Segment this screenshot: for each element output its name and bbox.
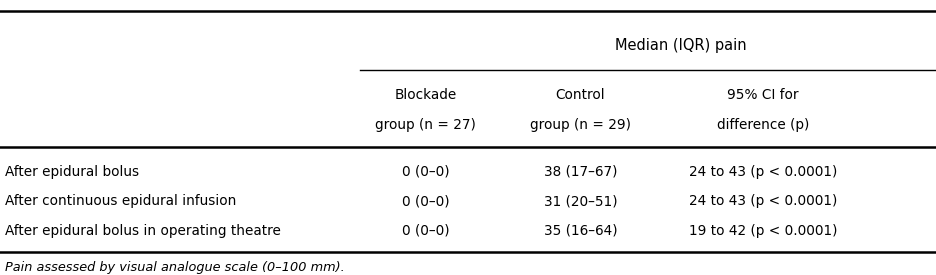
Text: 38 (17–67): 38 (17–67) (544, 165, 617, 179)
Text: Control: Control (555, 88, 606, 102)
Text: 19 to 42 (p < 0.0001): 19 to 42 (p < 0.0001) (689, 224, 837, 238)
Text: Blockade: Blockade (395, 88, 457, 102)
Text: 31 (20–51): 31 (20–51) (544, 194, 617, 208)
Text: Median (IQR) pain: Median (IQR) pain (615, 38, 747, 53)
Text: 0 (0–0): 0 (0–0) (402, 224, 449, 238)
Text: 95% CI for: 95% CI for (727, 88, 798, 102)
Text: After epidural bolus in operating theatre: After epidural bolus in operating theatr… (5, 224, 281, 238)
Text: 24 to 43 (p < 0.0001): 24 to 43 (p < 0.0001) (689, 194, 837, 208)
Text: 24 to 43 (p < 0.0001): 24 to 43 (p < 0.0001) (689, 165, 837, 179)
Text: difference (p): difference (p) (717, 118, 809, 132)
Text: 0 (0–0): 0 (0–0) (402, 165, 449, 179)
Text: 35 (16–64): 35 (16–64) (544, 224, 617, 238)
Text: After continuous epidural infusion: After continuous epidural infusion (5, 194, 236, 208)
Text: 0 (0–0): 0 (0–0) (402, 194, 449, 208)
Text: After epidural bolus: After epidural bolus (5, 165, 139, 179)
Text: group (n = 29): group (n = 29) (530, 118, 631, 132)
Text: group (n = 27): group (n = 27) (375, 118, 476, 132)
Text: Pain assessed by visual analogue scale (0–100 mm).: Pain assessed by visual analogue scale (… (5, 261, 344, 274)
